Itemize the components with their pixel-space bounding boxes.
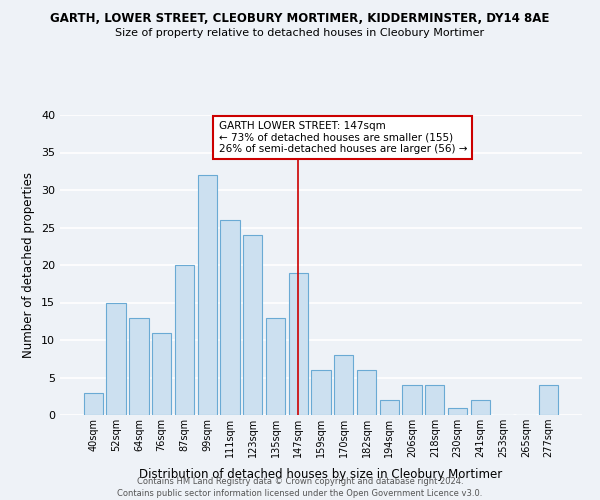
Text: GARTH LOWER STREET: 147sqm
← 73% of detached houses are smaller (155)
26% of sem: GARTH LOWER STREET: 147sqm ← 73% of deta… [218,121,467,154]
Bar [334,355,353,415]
Bar [84,392,103,415]
Bar [311,370,331,415]
Bar [266,318,285,415]
Text: GARTH, LOWER STREET, CLEOBURY MORTIMER, KIDDERMINSTER, DY14 8AE: GARTH, LOWER STREET, CLEOBURY MORTIMER, … [50,12,550,26]
Bar [357,370,376,415]
Bar [448,408,467,415]
Bar [425,385,445,415]
Text: Contains HM Land Registry data © Crown copyright and database right 2024.: Contains HM Land Registry data © Crown c… [137,478,463,486]
Bar [403,385,422,415]
Bar [289,272,308,415]
Text: Contains public sector information licensed under the Open Government Licence v3: Contains public sector information licen… [118,489,482,498]
X-axis label: Distribution of detached houses by size in Cleobury Mortimer: Distribution of detached houses by size … [139,468,503,481]
Bar [243,235,262,415]
Bar [380,400,399,415]
Bar [129,318,149,415]
Y-axis label: Number of detached properties: Number of detached properties [22,172,35,358]
Bar [470,400,490,415]
Bar [197,175,217,415]
Bar [152,332,172,415]
Bar [106,302,126,415]
Bar [175,265,194,415]
Text: Size of property relative to detached houses in Cleobury Mortimer: Size of property relative to detached ho… [115,28,485,38]
Bar [539,385,558,415]
Bar [220,220,239,415]
